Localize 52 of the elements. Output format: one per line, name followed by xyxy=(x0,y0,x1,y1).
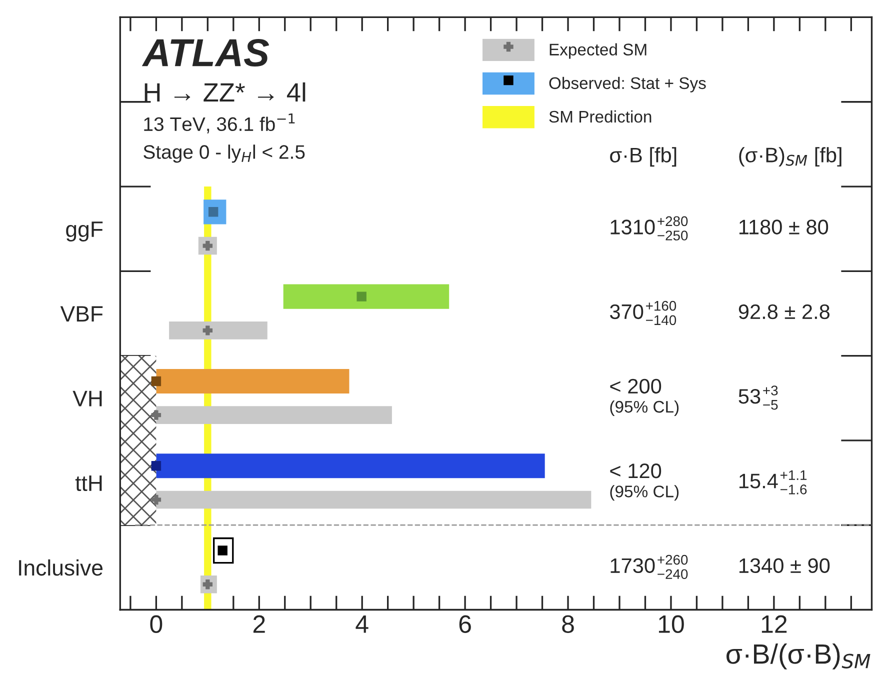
x-tick-label: 4 xyxy=(356,616,368,633)
annotation: −1.6 xyxy=(780,484,807,494)
annotation: −250 xyxy=(658,230,688,240)
annotation: < 120 xyxy=(610,463,662,478)
bar xyxy=(120,440,156,526)
annotation: 53 xyxy=(738,388,760,404)
bar xyxy=(156,454,545,478)
annotation: +260 xyxy=(658,554,688,565)
x-axis-title: σ·B/(σ·B)$_{SM}$ xyxy=(726,643,870,670)
text: ATLAS xyxy=(142,38,270,67)
annotation: 1180 ± 80 xyxy=(739,220,828,234)
x-tick-label: 10 xyxy=(658,615,684,633)
annotation: −5 xyxy=(763,400,778,410)
x-tick-label: 8 xyxy=(562,615,574,633)
bar xyxy=(156,368,350,394)
annotation: +160 xyxy=(646,300,676,311)
x-tick-label: 2 xyxy=(253,615,265,633)
y-tick-label: VBF xyxy=(60,306,103,322)
annotation: −240 xyxy=(658,569,688,580)
text: σ·B [fb] xyxy=(610,147,676,167)
annotation: 1730 xyxy=(610,558,655,574)
bar xyxy=(169,322,268,340)
bar xyxy=(283,284,450,309)
annotation: 370 xyxy=(610,304,644,320)
x-tick-label: 12 xyxy=(762,615,787,633)
y-tick-label: Inclusive xyxy=(19,559,102,576)
text: Stage 0 - ly$_{H}$l < 2.5 xyxy=(144,144,305,163)
x-tick-label: 0 xyxy=(150,615,162,633)
annotation: < 200 xyxy=(610,378,662,394)
annotation: 15.4 xyxy=(739,474,778,488)
bar xyxy=(156,406,392,424)
text: 13 TeV, 36.1 fb$^{−1}$ xyxy=(144,113,295,134)
annotation: −140 xyxy=(646,315,676,326)
y-tick-label: VH xyxy=(72,390,102,406)
legend-label: SM Prediction xyxy=(549,110,652,123)
annotation: 1310 xyxy=(610,220,655,234)
bar xyxy=(120,356,156,440)
text: H → ZZ* → 4l xyxy=(144,82,306,102)
annotation: (95% CL) xyxy=(610,485,679,501)
annotation: +1.1 xyxy=(780,470,807,480)
y-tick-label: ggF xyxy=(66,222,103,242)
text: (σ·B)$_{SM}$ [fb] xyxy=(739,147,842,167)
annotation: 1340 ± 90 xyxy=(739,558,830,574)
legend-label: Observed: Stat + Sys xyxy=(549,76,706,92)
annotation: +280 xyxy=(658,216,688,226)
y-tick-label: ttH xyxy=(75,476,102,492)
legend-label: Expected SM xyxy=(550,43,646,59)
annotation: 92.8 ± 2.8 xyxy=(738,304,830,320)
annotation: (95% CL) xyxy=(610,400,679,416)
annotation: +3 xyxy=(763,386,778,396)
bar xyxy=(156,490,592,509)
x-tick-label: 6 xyxy=(459,615,471,633)
